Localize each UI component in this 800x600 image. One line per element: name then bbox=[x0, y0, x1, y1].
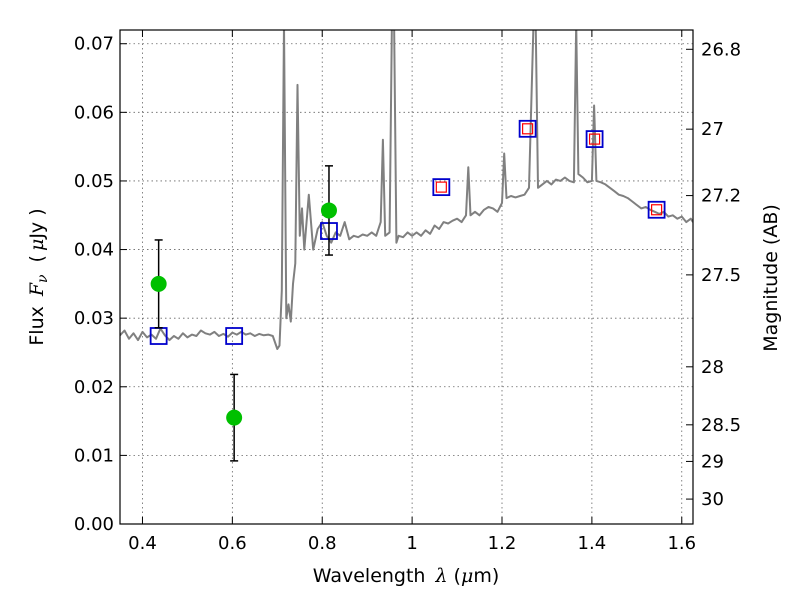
magnitude-tick-label: 26.8 bbox=[701, 39, 741, 60]
spectrum-line bbox=[120, 30, 693, 350]
model-square-marker bbox=[518, 119, 537, 138]
magnitude-axis-ticks: 26.8 27 27.2 27.5 28 28.5 29 30 bbox=[686, 39, 741, 510]
observed-square-marker bbox=[588, 133, 601, 145]
x-axis-label: Wavelength λ (μm) bbox=[313, 565, 499, 587]
y-tick-label: 0.00 bbox=[74, 514, 114, 535]
x-tick-label: 1.6 bbox=[667, 533, 696, 554]
magnitude-tick-label: 28 bbox=[701, 357, 724, 378]
magnitude-axis-label: Magnitude (AB) bbox=[760, 204, 782, 352]
y-tick-label: 0.07 bbox=[74, 34, 114, 55]
observed-square-marker bbox=[650, 204, 663, 216]
x-axis-ticks: 0.4 0.6 0.8 1 1.2 1.4 1.6 bbox=[128, 30, 696, 554]
photometry-point bbox=[226, 409, 243, 426]
observed-square-marker bbox=[435, 181, 447, 193]
y-tick-label: 0.04 bbox=[74, 240, 114, 261]
y-tick-label: 0.05 bbox=[74, 171, 114, 192]
photometry-point bbox=[320, 202, 337, 219]
magnitude-tick-label: 27 bbox=[701, 119, 724, 140]
x-tick-label: 1.4 bbox=[578, 533, 607, 554]
model-square-marker bbox=[225, 327, 244, 345]
model-square-marker bbox=[432, 178, 451, 197]
y-tick-label: 0.01 bbox=[74, 445, 114, 466]
y-tick-label: 0.02 bbox=[74, 377, 114, 398]
x-tick-label: 1 bbox=[406, 533, 417, 554]
photometry-markers bbox=[149, 119, 666, 462]
y-tick-label: 0.03 bbox=[74, 308, 114, 329]
model-square-marker bbox=[585, 130, 604, 148]
observed-square-marker bbox=[522, 123, 534, 135]
photometry-point bbox=[150, 275, 167, 292]
magnitude-tick-label: 30 bbox=[701, 489, 724, 510]
x-tick-label: 0.4 bbox=[128, 533, 157, 554]
x-tick-label: 0.6 bbox=[218, 533, 247, 554]
magnitude-tick-label: 27.2 bbox=[701, 186, 741, 207]
plot-frame bbox=[119, 29, 694, 525]
magnitude-tick-label: 27.5 bbox=[701, 265, 741, 286]
magnitude-tick-label: 28.5 bbox=[701, 415, 741, 436]
y-axis-label: FluxFν(μJy ) bbox=[26, 208, 51, 345]
x-tick-label: 0.8 bbox=[308, 533, 337, 554]
x-tick-label: 1.2 bbox=[488, 533, 517, 554]
model-square-marker bbox=[647, 200, 666, 219]
grid bbox=[120, 30, 693, 525]
spectrum-series bbox=[120, 30, 693, 350]
y-axis-ticks: 0.00 0.01 0.02 0.03 0.04 0.05 0.06 0.07 bbox=[74, 34, 127, 535]
y-tick-label: 0.06 bbox=[74, 102, 114, 123]
magnitude-tick-label: 29 bbox=[701, 451, 724, 472]
